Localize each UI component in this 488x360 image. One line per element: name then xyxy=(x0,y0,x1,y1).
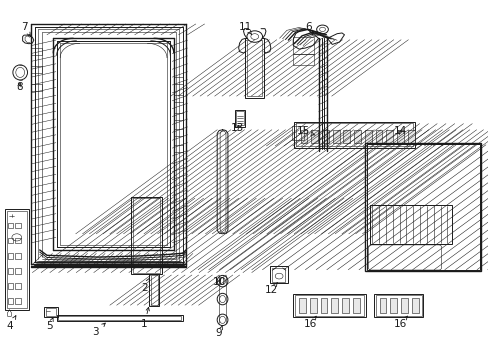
Bar xyxy=(369,205,451,244)
Bar xyxy=(173,95,182,102)
Text: 16: 16 xyxy=(393,316,407,329)
Bar xyxy=(149,274,159,306)
Bar xyxy=(43,307,58,317)
Bar xyxy=(375,130,382,143)
Bar xyxy=(15,298,21,304)
Bar xyxy=(396,130,403,143)
Bar xyxy=(245,39,264,98)
Text: 7: 7 xyxy=(21,22,30,36)
Text: 16: 16 xyxy=(303,316,316,329)
Bar xyxy=(364,130,371,143)
Bar xyxy=(300,130,307,143)
Bar xyxy=(151,275,158,305)
Bar xyxy=(7,253,13,258)
Text: 15: 15 xyxy=(296,126,314,135)
Circle shape xyxy=(246,31,262,42)
Bar xyxy=(373,294,423,317)
Bar xyxy=(332,130,339,143)
Bar xyxy=(293,294,366,317)
Bar xyxy=(7,238,13,243)
Text: 4: 4 xyxy=(6,316,16,331)
Text: 8: 8 xyxy=(16,82,22,92)
Bar xyxy=(7,298,13,304)
Text: 12: 12 xyxy=(264,283,277,296)
Bar xyxy=(131,197,161,274)
Bar xyxy=(293,54,313,65)
Bar xyxy=(234,110,245,127)
Bar xyxy=(330,298,337,313)
Bar xyxy=(247,40,262,96)
Bar xyxy=(31,48,42,55)
Bar xyxy=(7,283,13,289)
Bar xyxy=(271,267,285,282)
Circle shape xyxy=(316,25,328,34)
Bar xyxy=(294,122,414,148)
Bar xyxy=(173,113,182,120)
Bar xyxy=(236,111,243,126)
Text: 11: 11 xyxy=(238,22,252,34)
Bar xyxy=(4,210,29,310)
Text: 13: 13 xyxy=(230,123,244,133)
Bar xyxy=(15,223,21,228)
Bar xyxy=(293,37,313,54)
Text: 6: 6 xyxy=(305,22,312,34)
Bar xyxy=(375,295,421,316)
Bar xyxy=(365,143,481,271)
Bar xyxy=(15,253,21,258)
Bar xyxy=(31,66,42,73)
Bar xyxy=(341,298,348,313)
Bar xyxy=(292,126,304,140)
Bar xyxy=(173,145,182,152)
Text: 10: 10 xyxy=(212,277,225,287)
Bar xyxy=(386,130,392,143)
Text: 3: 3 xyxy=(92,323,105,337)
Bar xyxy=(15,283,21,289)
Bar xyxy=(311,130,318,143)
Bar xyxy=(320,298,327,313)
Bar xyxy=(58,316,181,320)
Bar xyxy=(296,123,412,146)
Bar xyxy=(133,198,159,273)
Bar xyxy=(7,223,13,228)
Bar xyxy=(411,298,418,313)
Bar xyxy=(352,298,359,313)
Bar xyxy=(15,238,21,243)
Bar xyxy=(407,130,414,143)
Bar xyxy=(57,315,182,320)
Text: 2: 2 xyxy=(141,278,149,293)
Bar xyxy=(366,144,479,270)
Bar xyxy=(15,268,21,274)
Bar xyxy=(45,309,56,316)
Bar xyxy=(389,298,396,313)
Bar xyxy=(400,298,407,313)
Text: 14: 14 xyxy=(393,126,407,135)
Bar xyxy=(173,77,182,84)
Bar xyxy=(299,298,305,313)
Bar xyxy=(7,268,13,274)
Bar xyxy=(322,130,328,143)
Bar xyxy=(6,211,27,309)
Text: 1: 1 xyxy=(141,307,149,329)
Text: 5: 5 xyxy=(46,318,53,331)
Bar xyxy=(309,298,316,313)
Text: 9: 9 xyxy=(215,326,222,338)
Bar xyxy=(269,266,288,283)
Bar xyxy=(31,84,42,91)
Bar xyxy=(343,130,349,143)
Bar xyxy=(353,130,360,143)
Bar xyxy=(379,298,386,313)
Bar xyxy=(173,129,182,136)
Bar xyxy=(295,295,364,316)
